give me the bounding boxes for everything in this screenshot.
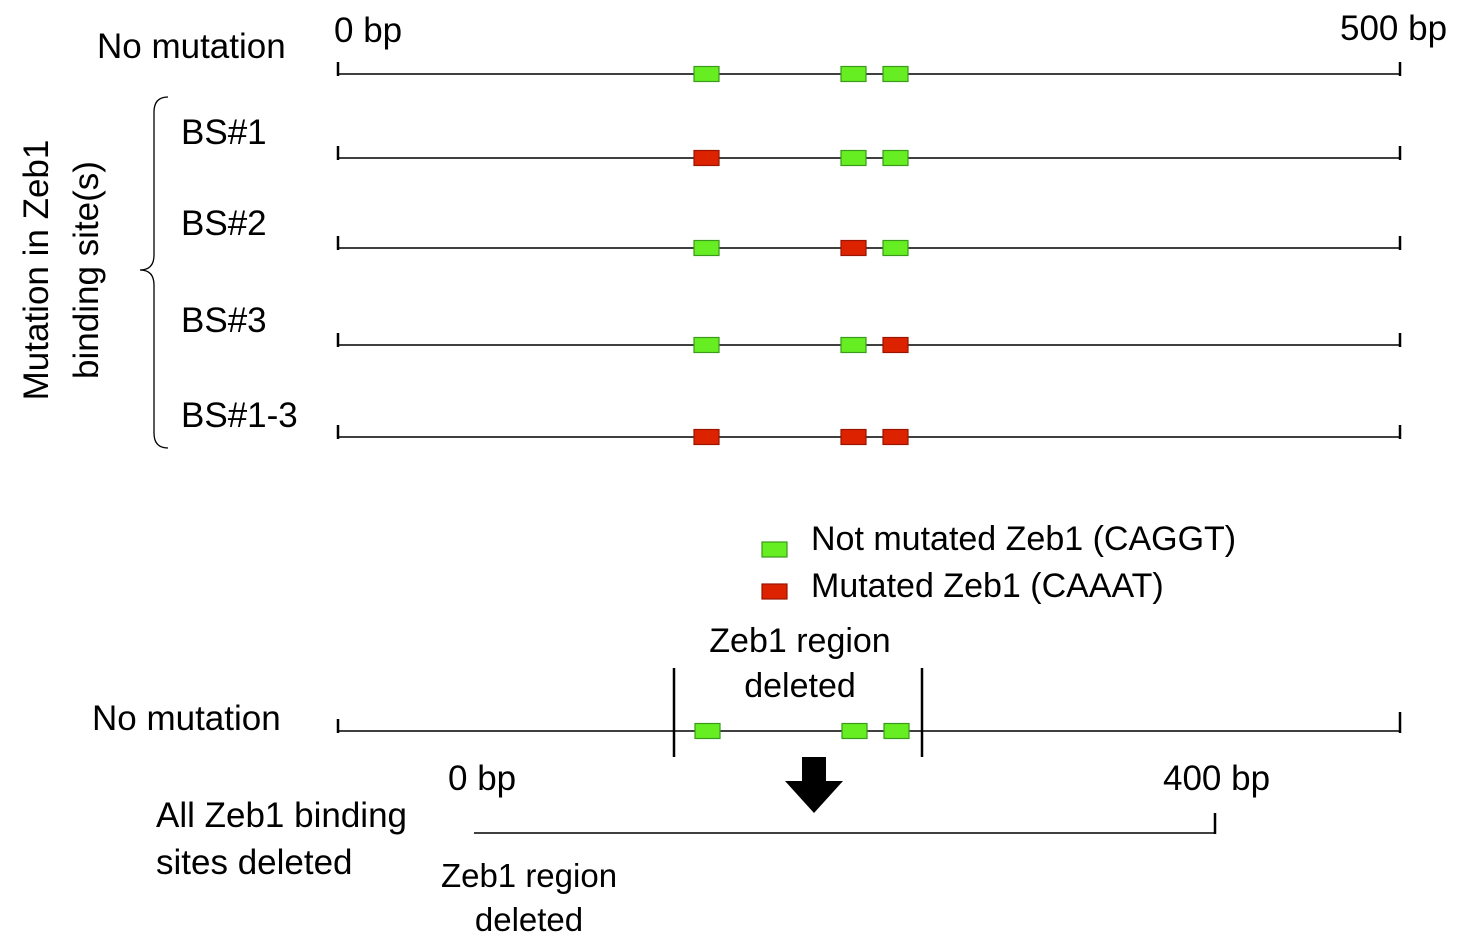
track-bs-3 bbox=[336, 333, 1402, 354]
legend-mutated-swatch bbox=[761, 583, 788, 600]
not-mutated-site bbox=[840, 336, 867, 354]
not-mutated-site bbox=[882, 65, 909, 83]
legend: Not mutated Zeb1 (CAGGT) Mutated Zeb1 (C… bbox=[761, 520, 1236, 605]
not-mutated-site bbox=[694, 722, 721, 740]
legend-not-mutated-label: Not mutated Zeb1 (CAGGT) bbox=[811, 520, 1236, 558]
track-label-bs1-3: BS#1-3 bbox=[181, 396, 298, 435]
mutated-site bbox=[882, 428, 909, 446]
top-tracks bbox=[336, 62, 1402, 446]
not-mutated-site bbox=[840, 65, 867, 83]
not-mutated-site bbox=[882, 149, 909, 167]
mutated-site bbox=[840, 428, 867, 446]
top-scale-end-label: 500 bp bbox=[1340, 9, 1447, 48]
mutated-site bbox=[693, 428, 720, 446]
deleted-region-line1: Zeb1 region bbox=[441, 857, 617, 894]
deleted-label-line1: All Zeb1 binding bbox=[156, 796, 407, 835]
track-no-mutation bbox=[336, 62, 1402, 83]
not-mutated-site bbox=[693, 239, 720, 257]
track-bs-2 bbox=[336, 236, 1402, 257]
mutated-site bbox=[840, 239, 867, 257]
deleted-region-line2: deleted bbox=[475, 901, 583, 938]
deleted-scale-end-label: 400 bp bbox=[1163, 759, 1270, 798]
legend-not-mutated-swatch bbox=[761, 541, 788, 558]
mutation-group-label: Mutation in Zeb1 binding site(s) bbox=[17, 140, 106, 401]
not-mutated-site bbox=[883, 722, 910, 740]
region-label-line1: Zeb1 region bbox=[709, 622, 890, 660]
bottom-sites bbox=[694, 722, 910, 740]
not-mutated-site bbox=[882, 239, 909, 257]
mutated-site bbox=[882, 336, 909, 354]
track-label-bs3: BS#3 bbox=[181, 301, 267, 340]
track-bs-1-3 bbox=[336, 425, 1402, 446]
not-mutated-site bbox=[693, 65, 720, 83]
mutated-site bbox=[693, 149, 720, 167]
track-label-bs1: BS#1 bbox=[181, 113, 267, 152]
group-brace bbox=[139, 96, 169, 449]
bottom-intact-track bbox=[336, 668, 1402, 757]
deleted-scale-start-label: 0 bp bbox=[448, 759, 516, 798]
region-label-line2: deleted bbox=[744, 667, 856, 705]
deleted-track bbox=[474, 813, 1217, 834]
group-label-line2: binding site(s) bbox=[67, 161, 106, 379]
group-label-line1: Mutation in Zeb1 bbox=[17, 140, 56, 401]
legend-mutated-label: Mutated Zeb1 (CAAAT) bbox=[811, 567, 1164, 605]
not-mutated-site bbox=[840, 149, 867, 167]
deleted-label-line2: sites deleted bbox=[156, 843, 353, 882]
down-arrow-icon bbox=[785, 757, 843, 813]
top-scale-start-label: 0 bp bbox=[334, 11, 402, 50]
track-bs-1 bbox=[336, 146, 1402, 167]
not-mutated-site bbox=[841, 722, 868, 740]
not-mutated-site bbox=[693, 336, 720, 354]
track-label-bs2: BS#2 bbox=[181, 204, 267, 243]
top-no-mutation-label: No mutation bbox=[97, 27, 286, 66]
bottom-no-mutation-label: No mutation bbox=[92, 699, 281, 738]
